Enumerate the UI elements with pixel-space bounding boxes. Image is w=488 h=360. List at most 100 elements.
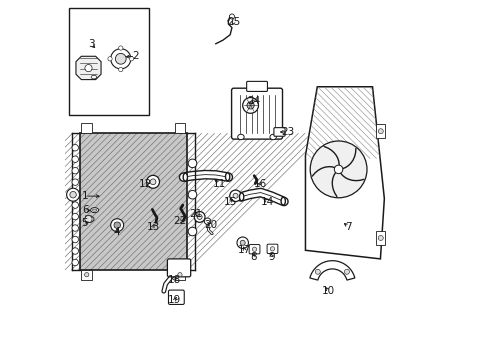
Text: 22: 22 xyxy=(173,216,186,226)
Text: 24: 24 xyxy=(246,96,260,106)
Circle shape xyxy=(119,67,122,72)
Circle shape xyxy=(378,129,383,134)
Circle shape xyxy=(72,179,78,185)
Text: 7: 7 xyxy=(345,222,351,231)
Ellipse shape xyxy=(92,209,97,211)
Text: 17: 17 xyxy=(237,245,251,255)
FancyBboxPatch shape xyxy=(168,290,184,305)
Text: 25: 25 xyxy=(226,17,240,27)
Circle shape xyxy=(84,273,89,277)
Circle shape xyxy=(188,159,196,168)
Circle shape xyxy=(72,167,78,174)
Text: 4: 4 xyxy=(114,227,120,237)
Ellipse shape xyxy=(225,173,229,181)
Circle shape xyxy=(110,49,131,69)
Text: 6: 6 xyxy=(82,206,88,216)
Bar xyxy=(69,8,149,116)
Text: 16: 16 xyxy=(253,179,267,189)
Text: 5: 5 xyxy=(81,218,88,228)
Circle shape xyxy=(72,259,78,266)
Text: 13: 13 xyxy=(146,222,160,231)
Bar xyxy=(80,134,187,270)
Circle shape xyxy=(72,213,78,220)
Circle shape xyxy=(229,14,234,19)
Circle shape xyxy=(252,247,256,251)
FancyBboxPatch shape xyxy=(249,244,260,254)
Circle shape xyxy=(378,235,383,240)
Circle shape xyxy=(72,156,78,162)
Circle shape xyxy=(178,273,182,277)
Circle shape xyxy=(315,269,320,274)
Circle shape xyxy=(150,179,156,185)
Polygon shape xyxy=(305,87,384,259)
Circle shape xyxy=(233,193,238,198)
Text: 23: 23 xyxy=(280,127,294,136)
Circle shape xyxy=(85,216,92,223)
Circle shape xyxy=(129,57,133,61)
Text: 19: 19 xyxy=(167,295,181,305)
Polygon shape xyxy=(76,56,101,80)
FancyBboxPatch shape xyxy=(273,128,285,136)
Ellipse shape xyxy=(90,208,99,213)
Text: 11: 11 xyxy=(212,179,225,189)
Text: 15: 15 xyxy=(223,197,236,207)
Circle shape xyxy=(188,190,196,199)
Circle shape xyxy=(237,237,248,248)
Circle shape xyxy=(72,236,78,243)
Circle shape xyxy=(188,227,196,236)
Ellipse shape xyxy=(239,193,244,201)
Circle shape xyxy=(72,202,78,208)
Circle shape xyxy=(85,64,92,72)
Circle shape xyxy=(114,222,120,228)
Circle shape xyxy=(66,188,80,201)
Circle shape xyxy=(72,144,78,151)
Circle shape xyxy=(334,165,342,174)
Polygon shape xyxy=(309,261,354,280)
Ellipse shape xyxy=(237,134,244,140)
Text: 2: 2 xyxy=(132,51,138,61)
Circle shape xyxy=(115,53,126,64)
Bar xyxy=(80,134,187,270)
Text: 9: 9 xyxy=(267,252,274,262)
Text: 12: 12 xyxy=(139,179,152,189)
FancyBboxPatch shape xyxy=(167,259,190,277)
Circle shape xyxy=(197,215,202,220)
Text: 14: 14 xyxy=(261,197,274,207)
Text: 8: 8 xyxy=(250,252,256,262)
Ellipse shape xyxy=(91,75,96,79)
Ellipse shape xyxy=(281,197,285,205)
Bar xyxy=(80,134,187,270)
Text: 20: 20 xyxy=(203,220,217,230)
Circle shape xyxy=(270,247,274,251)
Circle shape xyxy=(194,212,204,222)
Bar xyxy=(376,231,385,245)
Circle shape xyxy=(72,225,78,231)
Text: 21: 21 xyxy=(189,209,203,219)
Ellipse shape xyxy=(269,134,276,140)
Circle shape xyxy=(119,46,122,50)
Ellipse shape xyxy=(183,173,187,181)
Circle shape xyxy=(146,175,159,188)
Circle shape xyxy=(309,141,366,198)
Circle shape xyxy=(70,192,76,198)
FancyBboxPatch shape xyxy=(246,81,267,91)
Bar xyxy=(174,123,185,134)
Text: 10: 10 xyxy=(322,286,335,296)
Circle shape xyxy=(229,190,241,202)
Circle shape xyxy=(72,190,78,197)
Bar xyxy=(174,270,185,280)
Text: 1: 1 xyxy=(81,191,88,201)
Bar xyxy=(376,124,385,138)
FancyBboxPatch shape xyxy=(266,244,277,253)
Circle shape xyxy=(246,102,254,109)
FancyBboxPatch shape xyxy=(231,88,282,139)
Text: 18: 18 xyxy=(167,275,181,285)
Circle shape xyxy=(72,248,78,254)
Text: 3: 3 xyxy=(88,40,95,49)
Circle shape xyxy=(204,218,210,225)
Bar xyxy=(81,123,92,134)
Circle shape xyxy=(240,240,244,245)
Circle shape xyxy=(242,98,258,113)
Circle shape xyxy=(344,269,349,274)
Bar xyxy=(81,270,92,280)
